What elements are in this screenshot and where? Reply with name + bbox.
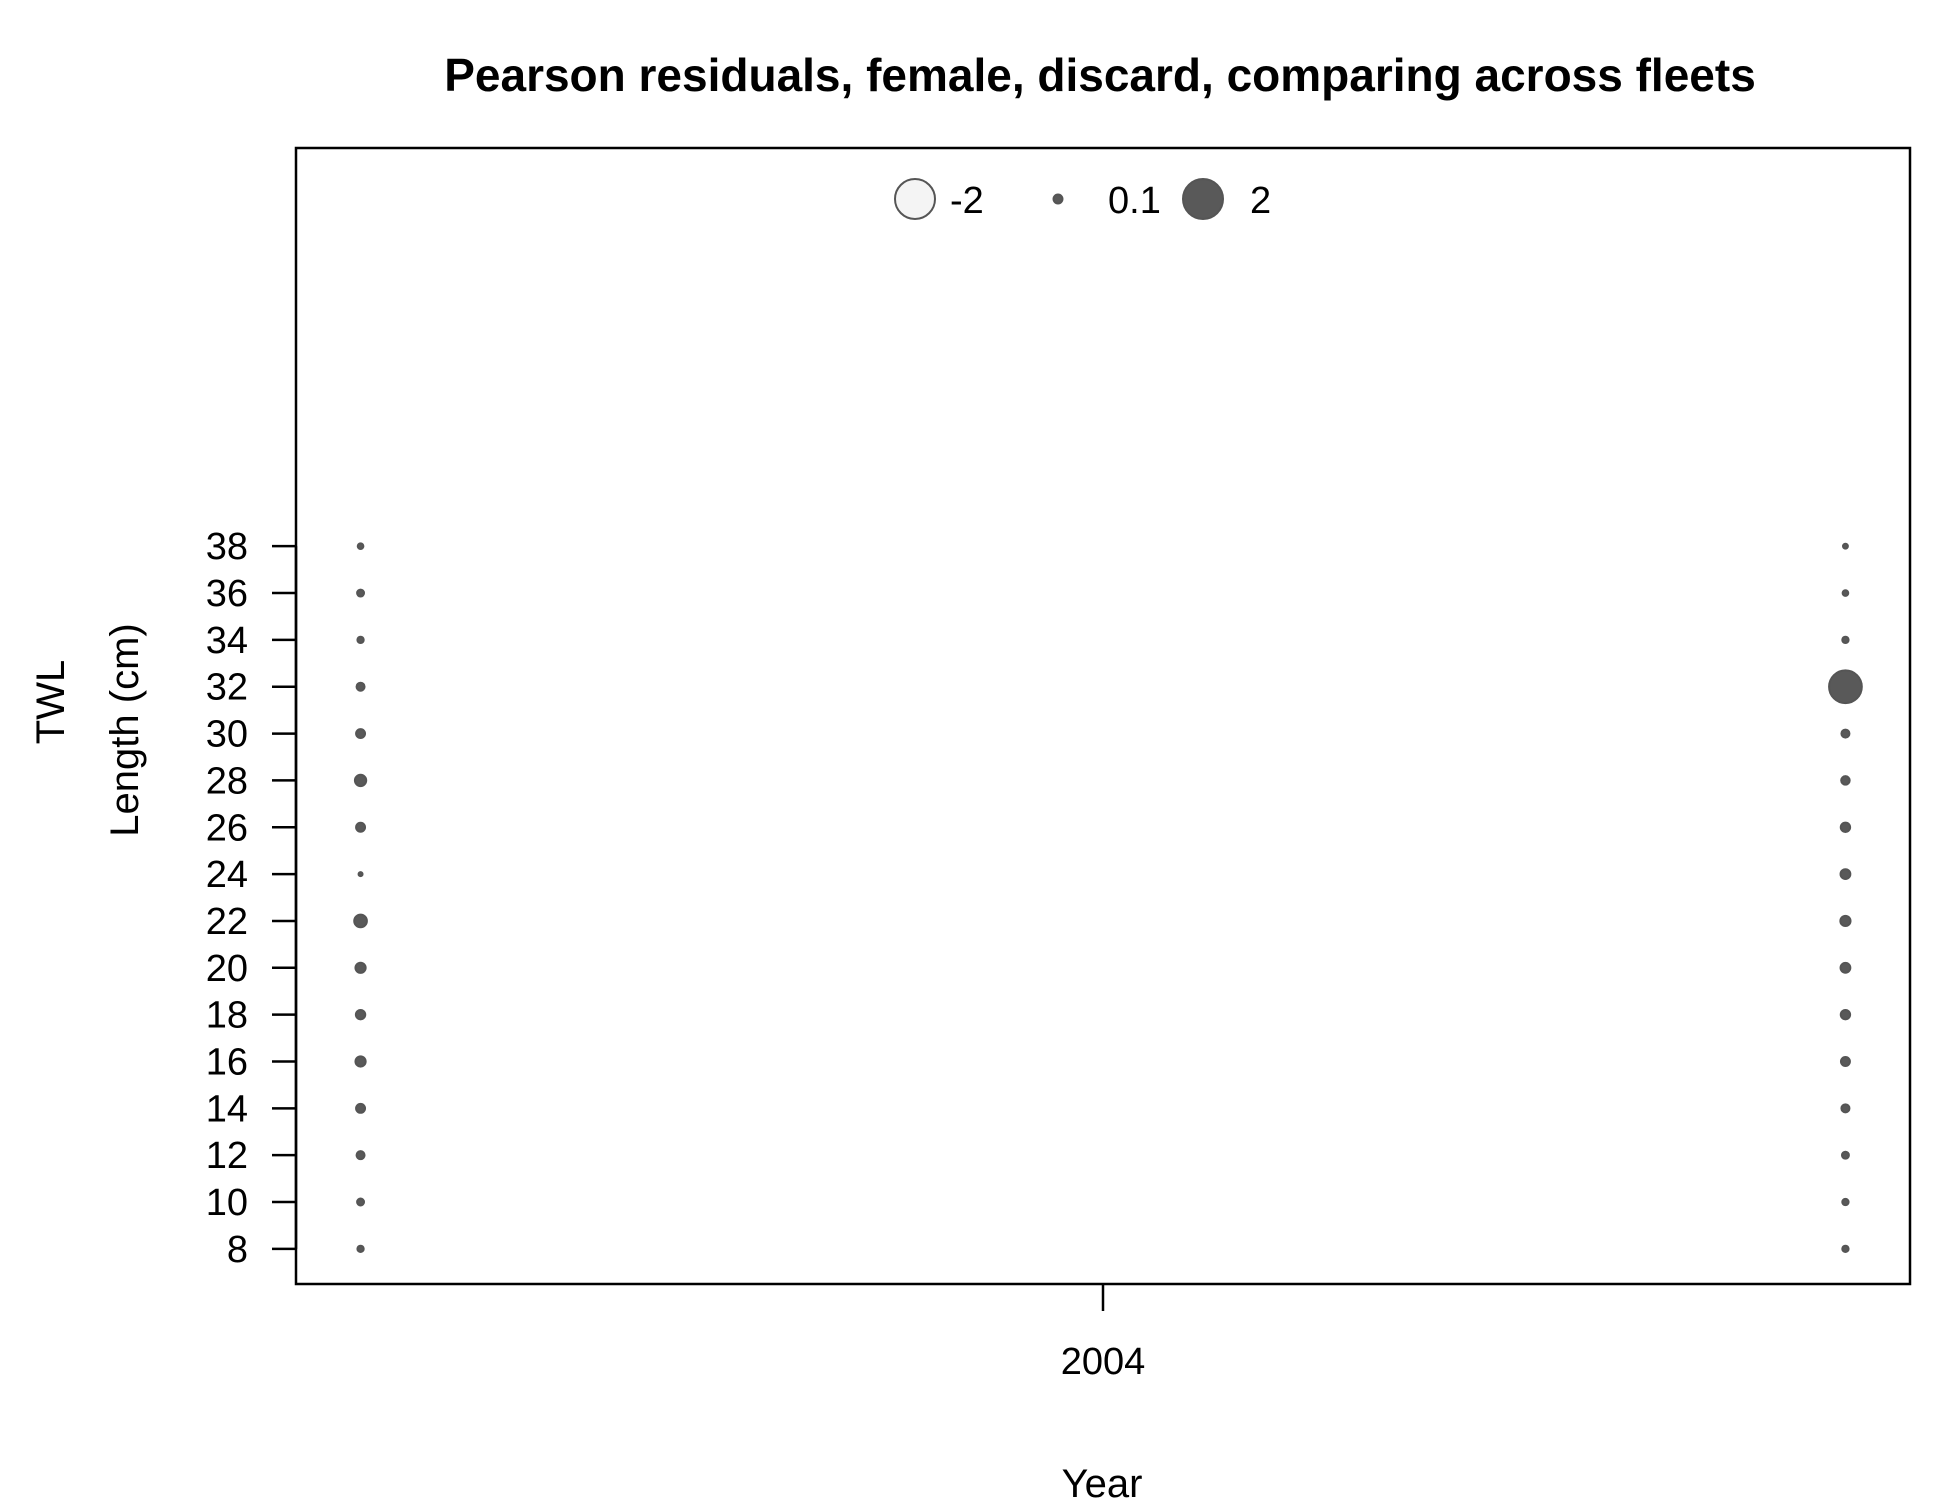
- residual-bubble: [1839, 868, 1852, 881]
- residual-bubble: [1841, 1244, 1850, 1254]
- residual-bubble: [356, 588, 366, 598]
- residual-bubble: [353, 913, 368, 929]
- residual-bubble: [1828, 669, 1863, 705]
- residual-bubble: [1839, 821, 1852, 833]
- residual-bubble: [356, 542, 365, 551]
- y-tick-label: 24: [206, 854, 248, 896]
- y-tick-label: 34: [206, 620, 248, 662]
- legend: -2 0.1 2: [894, 178, 1271, 222]
- x-axis-label: Year: [1062, 1462, 1143, 1500]
- legend-bubble: [1182, 178, 1224, 220]
- residual-bubble: [1841, 1197, 1850, 1207]
- residual-bubble: [1839, 1008, 1852, 1021]
- y-tick-label: 32: [206, 667, 248, 709]
- y-axis-label-line1: TWL: [29, 660, 73, 744]
- y-tick-label: 38: [206, 526, 248, 568]
- residual-bubble: [1840, 775, 1851, 786]
- residual-bubble: [1841, 589, 1850, 597]
- y-tick-label: 16: [206, 1041, 248, 1083]
- x-axis: 2004: [1061, 1284, 1146, 1383]
- residual-bubble: [356, 1244, 365, 1254]
- y-tick-label: 18: [206, 995, 248, 1037]
- residual-bubble: [1839, 1056, 1851, 1067]
- chart-title: Pearson residuals, female, discard, comp…: [444, 49, 1756, 101]
- residual-bubble: [355, 1150, 366, 1161]
- residual-bubble: [354, 1008, 367, 1021]
- y-tick-label: 26: [206, 807, 248, 849]
- y-tick-label: 10: [206, 1182, 248, 1224]
- y-tick-label: 36: [206, 573, 248, 615]
- residual-bubble: [1840, 728, 1851, 739]
- residual-bubble: [1839, 914, 1852, 928]
- y-tick-label: 28: [206, 760, 248, 802]
- residual-bubble: [353, 773, 368, 788]
- residual-bubble: [355, 681, 366, 692]
- legend-label: 0.1: [1108, 180, 1161, 222]
- residual-bubble: [1840, 1150, 1850, 1160]
- legend-bubble: [1052, 193, 1064, 205]
- legend-label: -2: [950, 180, 984, 222]
- y-tick-label: 20: [206, 948, 248, 990]
- residual-bubble: [1839, 961, 1852, 974]
- x-tick-label: 2004: [1061, 1341, 1146, 1383]
- y-axis-label-line2: Length (cm): [103, 623, 147, 836]
- residual-bubble: [357, 871, 364, 878]
- residual-bubble: [355, 728, 367, 740]
- plot-frame: [294, 146, 1912, 1286]
- legend-bubble: [894, 178, 936, 220]
- residual-bubble: [356, 1197, 366, 1207]
- residual-bubble: [1840, 1103, 1851, 1114]
- bubbles: [353, 542, 1863, 1254]
- y-tick-label: 30: [206, 714, 248, 756]
- legend-label: 2: [1250, 180, 1271, 222]
- residual-bubble: [355, 821, 367, 833]
- y-tick-label: 14: [206, 1088, 248, 1130]
- residual-bubble: [354, 1055, 367, 1068]
- residual-bubble: [355, 1102, 367, 1114]
- y-tick-label: 22: [206, 901, 248, 943]
- residual-bubble: [356, 635, 365, 645]
- residual-bubble: [1841, 635, 1850, 645]
- y-tick-label: 12: [206, 1135, 248, 1177]
- residual-bubble: [354, 961, 367, 974]
- y-tick-label: 8: [227, 1229, 248, 1271]
- residual-bubble: [1841, 542, 1849, 550]
